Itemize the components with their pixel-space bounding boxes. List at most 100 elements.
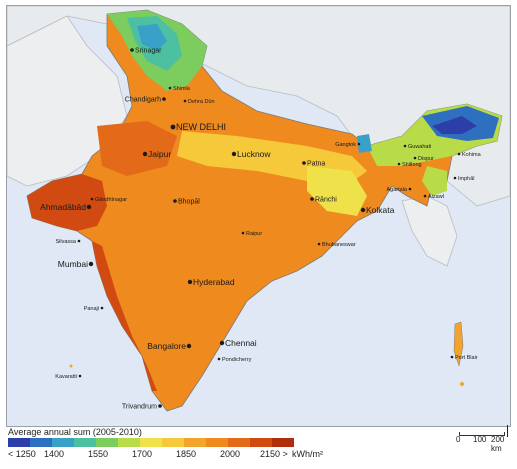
city-label: Aizawl (428, 194, 444, 200)
city-marker: NEW DELHI (170, 122, 226, 132)
city-label: Shimla (173, 86, 191, 92)
city-marker: Imphāl (453, 176, 475, 182)
legend-swatch (206, 438, 228, 447)
city-marker: Agartala (387, 187, 412, 193)
city-dot (130, 48, 134, 52)
city-marker: Mumbai (58, 259, 94, 269)
legend-swatch (30, 438, 52, 447)
city-marker: Ahmadābād (40, 202, 92, 212)
city-marker: Bhubaneswar (317, 242, 356, 248)
city-dot (86, 204, 92, 210)
city-label: Panaji (84, 306, 99, 312)
scale-bar: 0 100 200 km (451, 429, 511, 453)
legend-title: Average annual sum (2005-2010) (8, 427, 142, 437)
legend-swatch (250, 438, 272, 447)
legend-tick-label: 1400 (44, 449, 65, 459)
city-dot (186, 343, 192, 349)
andaman-islands (453, 321, 464, 367)
city-dot (241, 231, 245, 235)
city-dot (219, 340, 225, 346)
city-marker: Trivandrum (122, 403, 162, 410)
legend-swatch (272, 438, 294, 447)
city-dot (88, 261, 94, 267)
city-label: Srinagar (135, 47, 162, 54)
city-marker: Raipur (241, 231, 262, 237)
city-dot (317, 242, 321, 246)
nicobar-islands (460, 382, 464, 386)
city-dot (360, 207, 366, 213)
city-dot (217, 357, 221, 361)
legend-tick-label: 2150 > (260, 449, 288, 459)
city-dot (173, 199, 177, 203)
sikkim-zone (357, 134, 372, 153)
city-label: Chennai (225, 338, 257, 348)
city-label: Kohima (462, 152, 482, 158)
city-dot (187, 279, 193, 285)
city-label: Hyderabad (193, 277, 235, 287)
city-label: Bhopāl (178, 198, 200, 205)
city-dot (158, 404, 162, 408)
legend-swatch (184, 438, 206, 447)
city-label: Trivandrum (122, 403, 157, 410)
city-label: Chandigarh (125, 96, 161, 103)
city-dot (453, 176, 457, 180)
city-marker: Jaipur (142, 149, 171, 159)
western-ghats-zone (92, 241, 157, 391)
city-layer: Srinagar Shimla Chandigarh Dehra Dūn NEW DEL… (40, 47, 481, 410)
lakshadweep-islands (69, 364, 73, 368)
legend-swatch (228, 438, 250, 447)
city-label: Pondicherry (222, 357, 252, 363)
city-dot (162, 97, 166, 101)
city-dot (357, 142, 361, 146)
city-marker: Guwahati (403, 144, 431, 150)
city-label: Ahmadābād (40, 202, 86, 212)
city-label: Mumbai (58, 259, 88, 269)
legend: Average annual sum (2005-2010) < 1250 140… (6, 427, 509, 467)
legend-swatch (74, 438, 96, 447)
city-marker: Shillong (397, 162, 422, 168)
legend-color-bar (8, 438, 294, 447)
city-marker: Srinagar (130, 47, 162, 54)
city-dot (310, 197, 314, 201)
city-dot (403, 144, 407, 148)
city-dot (457, 152, 461, 156)
city-label: Guwahati (408, 144, 431, 150)
city-dot (408, 187, 412, 191)
legend-swatch (140, 438, 162, 447)
legend-unit: kWh/m² (292, 449, 323, 459)
city-marker: Kavaratti (55, 374, 82, 380)
city-marker: Kolkata (360, 205, 395, 215)
city-marker: Dehra Dūn (183, 99, 215, 105)
legend-tick-label: 2000 (220, 449, 241, 459)
city-label: Dehra Dūn (188, 99, 215, 105)
city-marker: Dispur (413, 156, 434, 162)
city-marker: Aizawl (423, 194, 444, 200)
city-marker: Shimla (168, 86, 191, 92)
rajasthan-zone (97, 121, 177, 176)
map-panel: Srinagar Shimla Chandigarh Dehra Dūn NEW DEL… (6, 5, 511, 427)
city-marker: Patna (302, 160, 325, 167)
city-dot (168, 86, 172, 90)
city-marker: Bhopāl (173, 198, 200, 205)
city-marker: Port Blair (450, 355, 478, 361)
city-marker: Rānchi (310, 196, 337, 203)
city-dot (170, 124, 176, 130)
city-marker: Kohima (457, 152, 482, 158)
arunachal-cool-zone (432, 116, 477, 134)
city-dot (100, 306, 104, 310)
city-dot (183, 99, 187, 103)
scale-line (459, 432, 505, 436)
city-label: Agartala (387, 187, 408, 193)
city-dot (423, 194, 427, 198)
city-marker: Silvassa (56, 239, 81, 245)
scale-label-200: 200 km (491, 435, 505, 453)
city-marker: Lucknow (231, 149, 271, 159)
city-label: Shillong (402, 162, 422, 168)
city-marker: Gangtok (335, 142, 361, 148)
legend-tick-label: < 1250 (8, 449, 36, 459)
city-dot (450, 355, 454, 359)
city-label: Lucknow (237, 149, 271, 159)
city-label: Kolkata (366, 205, 395, 215)
city-label: Bangalore (147, 341, 186, 351)
